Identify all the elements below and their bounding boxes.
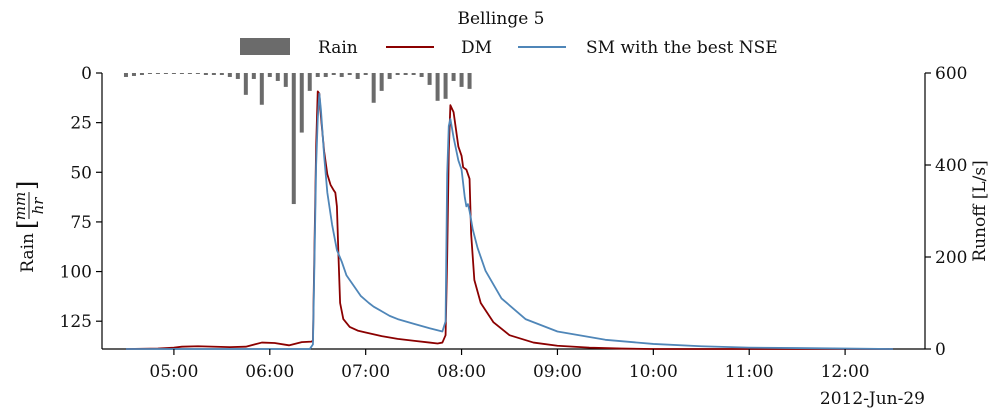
rain-bar xyxy=(459,73,464,87)
rain-bar xyxy=(219,73,224,75)
left-axis-label-bracket-open: [ xyxy=(13,220,41,229)
right-tick-label: 400 xyxy=(935,156,967,176)
x-tick-label: 06:00 xyxy=(245,362,294,382)
rain-bar xyxy=(331,73,336,75)
x-axis-ticks: 05:00 06:00 07:00 08:00 09:00 10:00 11:00 12:00 xyxy=(149,349,870,382)
rain-bar xyxy=(427,73,432,85)
legend-dm-label: DM xyxy=(461,38,492,58)
rain-bar xyxy=(315,73,320,77)
left-axis-label-prefix: Rain xyxy=(18,233,38,273)
rain-bar xyxy=(411,73,416,75)
rain-bar xyxy=(339,73,344,77)
dm-series-line xyxy=(125,90,894,350)
x-tick-label: 10:00 xyxy=(629,362,678,382)
x-tick-label: 08:00 xyxy=(437,362,486,382)
left-tick-label: 0 xyxy=(81,64,92,84)
left-axis-label: Rain [ mm hr ] xyxy=(11,181,47,273)
left-axis-label-numerator: mm xyxy=(11,192,29,220)
rain-bar xyxy=(235,73,240,79)
right-tick-label: 200 xyxy=(935,248,967,268)
rain-bar xyxy=(179,73,184,74)
rain-bar xyxy=(443,73,448,99)
rain-bar xyxy=(291,73,296,205)
rain-bar xyxy=(155,73,160,74)
rain-bar xyxy=(283,73,288,87)
rain-bar xyxy=(299,73,304,133)
rain-bar xyxy=(251,73,256,79)
left-tick-label: 50 xyxy=(70,163,92,183)
rain-bar xyxy=(419,73,424,77)
rain-bar xyxy=(451,73,456,81)
x-tick-label: 11:00 xyxy=(725,362,774,382)
x-tick-label: 07:00 xyxy=(341,362,390,382)
rain-bar xyxy=(211,73,216,75)
rain-bar xyxy=(395,73,400,75)
series-lines xyxy=(125,90,894,350)
rain-bar xyxy=(195,73,200,74)
x-tick-label: 05:00 xyxy=(149,362,198,382)
rain-bar xyxy=(371,73,376,103)
left-tick-label: 75 xyxy=(70,213,92,233)
legend-rain-swatch xyxy=(240,38,290,55)
rain-bar xyxy=(259,73,264,105)
rain-bar xyxy=(187,73,192,74)
rain-bar xyxy=(355,73,360,79)
sm-series-line xyxy=(125,92,894,350)
right-tick-label: 600 xyxy=(935,64,967,84)
left-tick-label: 125 xyxy=(60,312,92,332)
rain-bar xyxy=(387,73,392,79)
right-axis-label: Runoff [L/s] xyxy=(970,160,990,261)
rain-bar xyxy=(131,73,136,76)
left-tick-label: 100 xyxy=(60,263,92,283)
rain-bar xyxy=(163,73,168,74)
rain-bar xyxy=(275,73,280,81)
x-tick-label: 12:00 xyxy=(821,362,870,382)
rain-bar xyxy=(435,73,440,101)
chart-title: Bellinge 5 xyxy=(458,9,545,29)
right-tick-label: 0 xyxy=(935,340,946,360)
rain-bar xyxy=(139,73,144,75)
left-tick-label: 25 xyxy=(70,114,92,134)
rain-bar xyxy=(267,73,272,77)
legend: Rain DM SM with the best NSE xyxy=(240,38,778,58)
left-axis-label-bracket-close: ] xyxy=(13,181,41,190)
left-axis-label-denominator: hr xyxy=(29,197,47,215)
rain-bar xyxy=(347,73,352,75)
rain-bar xyxy=(171,73,176,74)
x-axis-date-label: 2012-Jun-29 xyxy=(820,389,925,409)
rain-bar xyxy=(467,73,472,89)
rain-bar xyxy=(307,73,312,91)
legend-rain-label: Rain xyxy=(318,38,358,58)
rain-bars xyxy=(123,73,472,205)
rain-bar xyxy=(379,73,384,91)
left-axis-ticks: 0 25 50 75 100 125 xyxy=(60,64,102,332)
rain-bar xyxy=(363,73,368,75)
rain-bar xyxy=(123,73,128,77)
rain-bar xyxy=(227,73,232,77)
rain-bar xyxy=(243,73,248,95)
legend-sm-label: SM with the best NSE xyxy=(586,38,778,58)
rain-bar xyxy=(147,73,152,74)
x-tick-label: 09:00 xyxy=(533,362,582,382)
rain-bar xyxy=(323,73,328,77)
rain-bar xyxy=(203,73,208,75)
rain-bar xyxy=(403,73,408,75)
right-axis-ticks: 0 200 400 600 xyxy=(925,64,967,360)
